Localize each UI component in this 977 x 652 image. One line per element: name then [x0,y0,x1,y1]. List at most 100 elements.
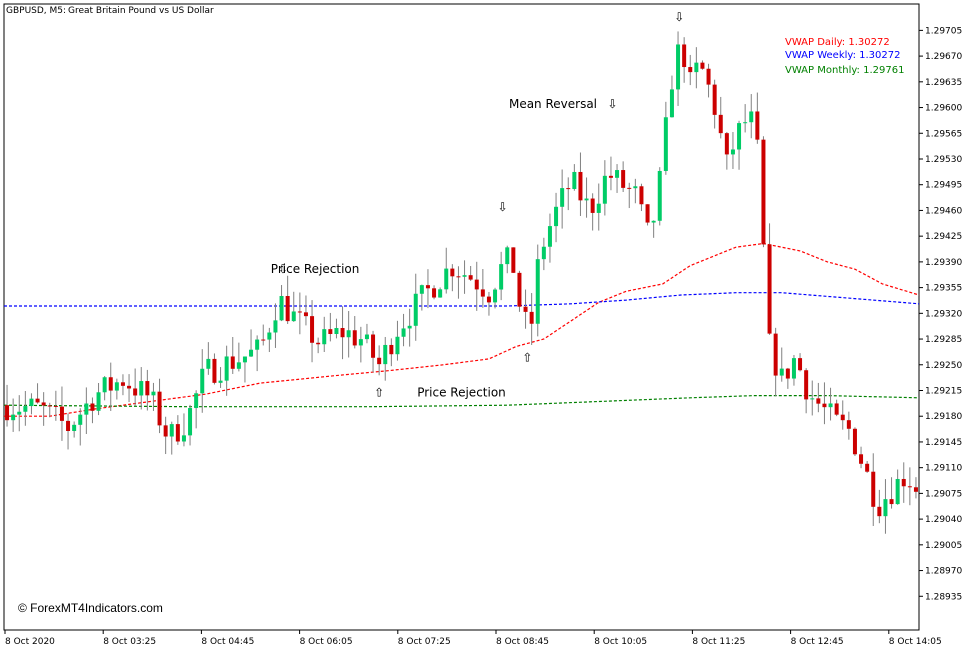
candle [395,320,400,361]
candle [755,92,760,144]
candle-body [212,358,217,383]
candle-body [499,264,504,290]
candle-body [785,368,790,379]
x-tick-label: 8 Oct 08:45 [496,637,549,647]
candle-body [541,246,546,260]
candle-body [474,279,479,290]
candle-body [798,358,803,371]
candle [53,390,58,421]
candle-body [255,339,260,350]
candle [224,345,229,396]
y-tick-label: 1.29215 [925,386,962,396]
candle [505,245,510,274]
candle-body [432,288,437,298]
candle [72,421,77,438]
candle-body [743,122,748,124]
candle-body [413,293,418,326]
candle [590,193,595,231]
candle-body [395,336,400,355]
x-tick-label: 8 Oct 06:05 [300,637,353,647]
candle [303,295,308,326]
candle [242,356,247,383]
candle-body [633,186,638,189]
candle-body [35,398,40,403]
candle-body [560,188,565,207]
candle-body [47,405,52,407]
candle-body [480,289,485,297]
candle [120,374,125,396]
candle-body [645,204,650,223]
candle [639,183,644,212]
candle [535,244,540,337]
y-tick-label: 1.29285 [925,335,962,345]
candle-body [230,356,235,369]
candle [657,167,662,226]
candle-body [371,334,376,358]
candle-body [291,311,296,322]
candle-body [249,349,254,357]
x-tick-label: 8 Oct 2020 [5,637,55,647]
candle [236,342,241,372]
candle [816,382,821,413]
candle-body [236,362,241,369]
x-tick-label: 8 Oct 10:05 [594,637,647,647]
candle-body [41,402,46,406]
candle-body [694,62,699,73]
candle-body [810,398,815,400]
candle-body [852,428,857,455]
x-tick-label: 8 Oct 07:25 [398,637,451,647]
candle [407,308,412,347]
candle [133,368,138,406]
candle [865,461,870,473]
candle [913,477,918,499]
x-tick-label: 8 Oct 04:45 [201,637,254,647]
candle-body [688,67,693,73]
candle-body [181,435,186,442]
candle-body [566,188,571,190]
candle [602,160,607,216]
price-axis: 1.29705 1.29670 1.29635 1.29600 1.29565 1.295… [919,26,962,602]
candles [5,31,918,534]
candle [462,260,467,294]
candle [706,63,711,98]
candle-body [865,463,870,472]
y-tick-label: 1.29600 [925,104,962,114]
candle-body [267,332,272,340]
candle [877,489,882,524]
candle [480,269,485,308]
y-tick-label: 1.29425 [925,232,962,242]
candle-body [273,320,278,333]
candle [78,408,83,446]
candle [169,421,174,455]
candle [889,477,894,509]
candle-body [895,478,900,505]
candle [114,378,119,400]
candle-body [133,388,138,396]
candle-body [749,111,754,123]
candle [377,345,382,376]
candle [279,285,284,322]
candle-body [840,414,845,421]
x-tick-label: 8 Oct 03:25 [103,637,156,647]
candle-body [456,276,461,278]
candle-body [462,275,467,277]
plot-frame [3,3,920,631]
candle [627,182,632,209]
candle [157,378,162,434]
candle-body [816,398,821,404]
candle-body [822,403,827,408]
candle [474,261,479,311]
candle [23,390,28,426]
y-tick-label: 1.28970 [925,567,962,577]
candle [517,270,522,312]
candle-body [90,403,95,411]
candle [291,291,296,322]
candle [804,368,809,414]
candle-body [828,403,833,408]
candle [486,291,491,316]
candle [432,285,437,300]
candle [59,386,64,441]
legend-vwap-monthly: VWAP Monthly: 1.29761 [785,65,904,76]
candle [779,347,784,382]
